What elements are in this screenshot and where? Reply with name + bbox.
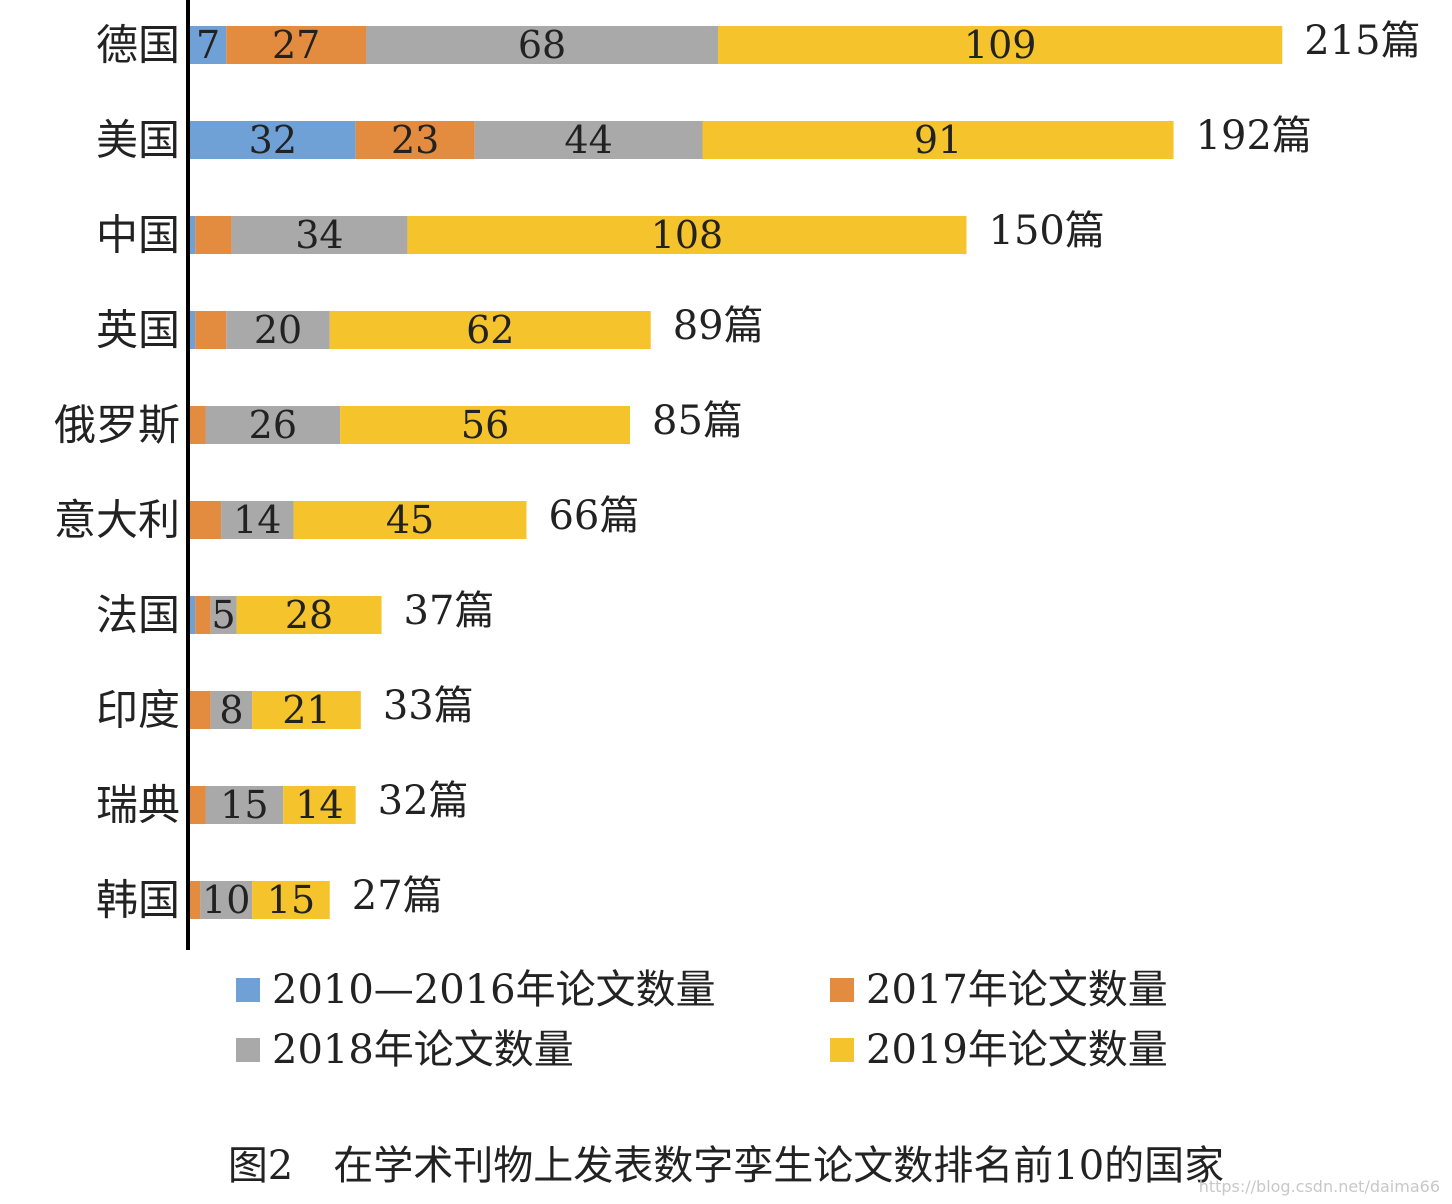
total-label: 33篇 xyxy=(383,683,474,729)
bar-value-label: 21 xyxy=(282,688,330,732)
bar-value-label: 15 xyxy=(267,878,315,922)
bar-value-label: 109 xyxy=(964,23,1037,67)
bar-value-label: 23 xyxy=(391,118,439,162)
bar-value-label: 10 xyxy=(202,878,250,922)
bar-value-label: 7 xyxy=(196,23,220,67)
total-label: 37篇 xyxy=(404,588,495,634)
bar-value-label: 5 xyxy=(212,593,236,637)
category-label: 英国 xyxy=(96,306,180,355)
legend-swatch xyxy=(830,1038,854,1062)
bar-value-label: 15 xyxy=(220,783,268,827)
bar-value-label: 56 xyxy=(461,403,509,447)
bar-segment xyxy=(205,786,284,824)
bar-segment xyxy=(200,881,253,919)
bar-segment xyxy=(702,121,1174,159)
bar-segment xyxy=(195,311,227,349)
legend-label: 2010—2016年论文数量 xyxy=(272,967,716,1013)
legend-swatch xyxy=(236,978,260,1002)
bar-segment xyxy=(355,121,475,159)
category-label: 俄罗斯 xyxy=(54,401,180,450)
bar-segment xyxy=(718,26,1283,64)
bar-segment xyxy=(407,216,967,254)
bar-segment xyxy=(283,786,356,824)
bar-value-label: 44 xyxy=(564,118,612,162)
bar-value-label: 45 xyxy=(386,498,434,542)
total-label: 66篇 xyxy=(548,493,639,539)
bar-segment xyxy=(190,26,227,64)
bar-segment xyxy=(190,596,196,634)
bar-value-label: 108 xyxy=(651,213,724,257)
total-label: 32篇 xyxy=(378,778,469,824)
bar-value-label: 8 xyxy=(219,688,243,732)
bar-value-label: 34 xyxy=(295,213,343,257)
bar-segment xyxy=(474,121,703,159)
bar-value-label: 14 xyxy=(233,498,281,542)
bar-value-label: 20 xyxy=(254,308,302,352)
category-label: 印度 xyxy=(96,686,180,735)
bar-segment xyxy=(226,311,330,349)
bar-segment xyxy=(340,406,631,444)
watermark: https://blog.csdn.net/daima66 xyxy=(1198,1177,1440,1196)
bar-value-label: 68 xyxy=(518,23,566,67)
bar-segment xyxy=(252,691,361,729)
bar-value-label: 14 xyxy=(295,783,343,827)
bar-segment xyxy=(190,881,201,919)
bar-segment xyxy=(190,216,196,254)
total-label: 85篇 xyxy=(652,398,743,444)
legend: 2010—2016年论文数量 2017年论文数量 2018年论文数量 2019年论文数… xyxy=(236,967,1168,1073)
total-label: 27篇 xyxy=(352,873,443,919)
bar-segment xyxy=(293,501,527,539)
bar-segment xyxy=(221,501,294,539)
bar-segment xyxy=(190,691,211,729)
bar-segment xyxy=(236,596,382,634)
bar-segment xyxy=(195,596,211,634)
bar-segment xyxy=(190,501,222,539)
bar-segment xyxy=(190,406,206,444)
category-label: 美国 xyxy=(96,116,180,165)
category-label: 德国 xyxy=(96,21,180,70)
total-label: 89篇 xyxy=(673,303,764,349)
figure-caption: 图2 在学术刊物上发表数字孪生论文数排名前10的国家 xyxy=(227,1143,1225,1189)
bar-segment xyxy=(195,216,232,254)
bar-value-label: 91 xyxy=(914,118,962,162)
bar-value-label: 27 xyxy=(272,23,320,67)
total-label: 215篇 xyxy=(1304,18,1420,64)
total-label: 150篇 xyxy=(989,208,1105,254)
legend-swatch xyxy=(830,978,854,1002)
category-label: 瑞典 xyxy=(96,781,180,830)
bar-segment xyxy=(210,691,253,729)
bar-segment xyxy=(210,596,237,634)
legend-label: 2017年论文数量 xyxy=(866,967,1168,1013)
bar-value-label: 62 xyxy=(466,308,514,352)
bar-segment xyxy=(190,121,356,159)
legend-label: 2018年论文数量 xyxy=(272,1027,574,1073)
category-label: 法国 xyxy=(96,591,180,640)
category-label: 中国 xyxy=(96,211,180,260)
bar-segment xyxy=(252,881,330,919)
category-label: 意大利 xyxy=(54,496,180,545)
bars-layer xyxy=(190,26,1283,919)
bar-segment xyxy=(205,406,341,444)
bar-value-label: 28 xyxy=(285,593,333,637)
legend-swatch xyxy=(236,1038,260,1062)
bar-value-label: 26 xyxy=(249,403,297,447)
bar-segment xyxy=(226,26,367,64)
bar-segment xyxy=(329,311,651,349)
bar-segment xyxy=(190,786,206,824)
bar-segment xyxy=(366,26,719,64)
bar-value-label: 32 xyxy=(249,118,297,162)
total-label: 192篇 xyxy=(1196,113,1312,159)
bar-segment xyxy=(190,311,196,349)
category-label: 韩国 xyxy=(96,876,180,925)
bar-segment xyxy=(231,216,408,254)
legend-label: 2019年论文数量 xyxy=(866,1027,1168,1073)
